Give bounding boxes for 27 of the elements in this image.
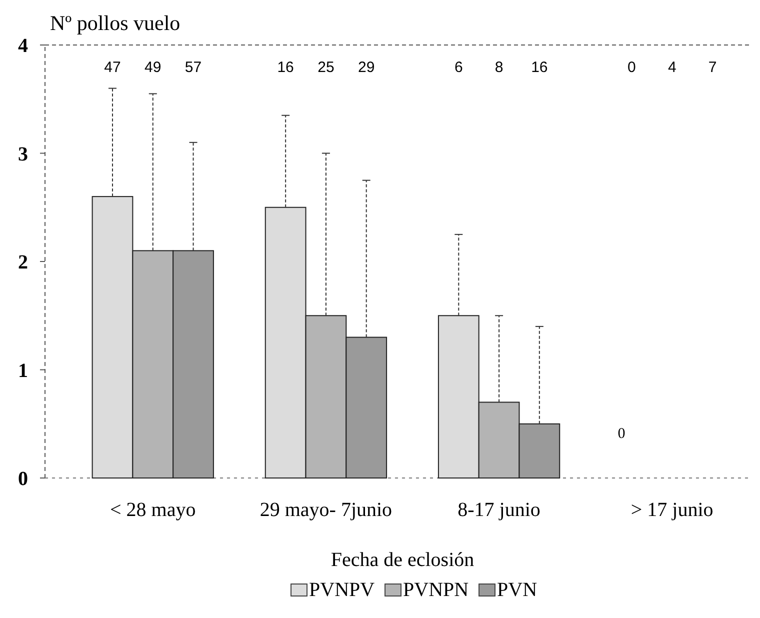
y-tick-label: 4 bbox=[18, 35, 28, 57]
annotation: 25 bbox=[318, 59, 334, 76]
annotation: 0 bbox=[628, 59, 636, 76]
annotation: 16 bbox=[531, 59, 548, 76]
annotation: 8 bbox=[494, 59, 504, 76]
annotation: 7 bbox=[708, 59, 717, 76]
annotation: 57 bbox=[184, 59, 202, 76]
y-tick-label: 1 bbox=[18, 360, 28, 382]
x-tick-label: 8-17 junio bbox=[458, 499, 540, 521]
annotation: 0 bbox=[618, 426, 626, 442]
annotation: 47 bbox=[104, 59, 121, 76]
legend-label: PVNPV bbox=[309, 579, 376, 601]
x-tick-label: > 17 junio bbox=[630, 499, 714, 521]
x-tick-label: 29 mayo- 7junio bbox=[260, 499, 392, 521]
annotation: 49 bbox=[144, 59, 162, 76]
y-tick-label: 2 bbox=[18, 252, 28, 274]
y-tick-label: 3 bbox=[18, 143, 28, 166]
legend-label: PVN bbox=[497, 579, 538, 601]
annotation: 29 bbox=[358, 59, 375, 76]
annotation: 6 bbox=[454, 59, 463, 76]
x-tick-label: < 28 mayo bbox=[110, 499, 196, 521]
x-axis-title: Fecha de eclosión bbox=[330, 549, 474, 571]
legend-label: PVNPN bbox=[403, 579, 469, 601]
annotation: 4 bbox=[668, 59, 676, 76]
y-axis-title: Nº pollos vuelo bbox=[50, 11, 180, 35]
annotation: 16 bbox=[277, 59, 294, 76]
y-tick-label: 0 bbox=[18, 468, 28, 490]
